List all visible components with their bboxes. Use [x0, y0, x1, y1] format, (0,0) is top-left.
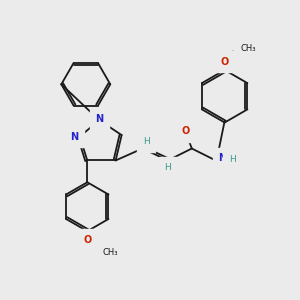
Text: H: H — [164, 163, 171, 172]
Text: O: O — [181, 126, 189, 136]
Text: CH₃: CH₃ — [103, 248, 118, 257]
Text: N: N — [70, 132, 79, 142]
Text: O: O — [83, 235, 92, 244]
Text: O: O — [220, 57, 229, 67]
Text: H: H — [229, 155, 236, 164]
Text: N: N — [95, 114, 103, 124]
Text: H: H — [143, 137, 149, 146]
Text: NH: NH — [218, 153, 234, 163]
Text: CH₃: CH₃ — [240, 44, 256, 53]
